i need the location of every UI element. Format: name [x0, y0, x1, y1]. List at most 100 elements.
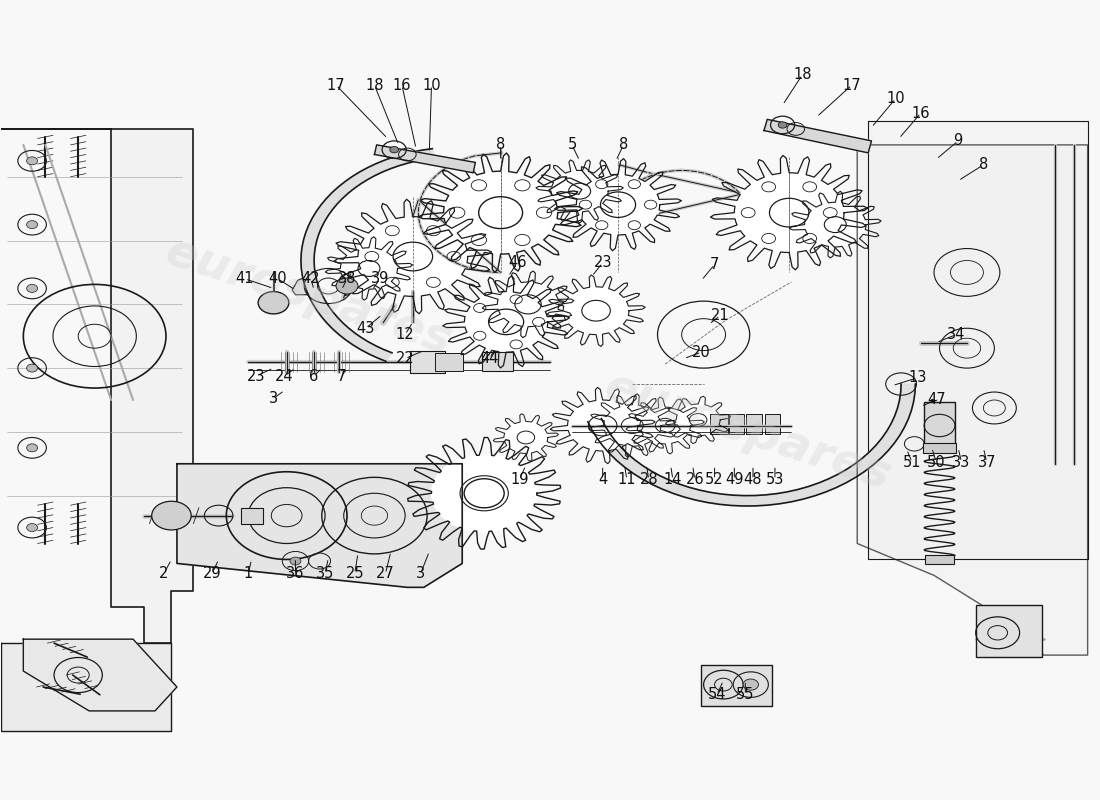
Bar — [925, 554, 954, 564]
Polygon shape — [340, 248, 397, 289]
Polygon shape — [568, 400, 638, 451]
Bar — [923, 443, 956, 453]
Text: 16: 16 — [393, 78, 411, 93]
Text: 17: 17 — [327, 78, 345, 93]
Polygon shape — [443, 171, 558, 254]
Text: 4: 4 — [598, 472, 607, 487]
Circle shape — [26, 221, 37, 229]
Text: 23: 23 — [246, 369, 265, 383]
Text: 1: 1 — [243, 566, 253, 582]
Text: 19: 19 — [510, 472, 528, 487]
Circle shape — [26, 364, 37, 372]
Text: 52: 52 — [705, 472, 724, 487]
Polygon shape — [293, 277, 315, 294]
Circle shape — [26, 523, 37, 531]
Polygon shape — [358, 217, 468, 296]
Polygon shape — [374, 145, 475, 173]
Circle shape — [258, 291, 289, 314]
Polygon shape — [735, 173, 844, 253]
Text: 46: 46 — [508, 255, 526, 270]
Text: 41: 41 — [235, 271, 254, 286]
Text: eurospares: eurospares — [598, 364, 896, 499]
Text: eurospares: eurospares — [160, 229, 458, 364]
Text: 10: 10 — [887, 91, 905, 106]
Bar — [241, 508, 263, 523]
Polygon shape — [804, 202, 866, 247]
Text: 10: 10 — [422, 78, 441, 93]
Text: 54: 54 — [707, 687, 726, 702]
Text: 3: 3 — [416, 566, 425, 582]
Text: 36: 36 — [286, 566, 305, 582]
Text: 2: 2 — [160, 566, 168, 582]
Circle shape — [26, 444, 37, 452]
Bar — [976, 606, 1042, 657]
Polygon shape — [177, 464, 462, 587]
Text: 22: 22 — [396, 351, 415, 366]
Text: 21: 21 — [711, 308, 729, 323]
Text: 55: 55 — [736, 687, 755, 702]
Text: 27: 27 — [376, 566, 395, 582]
Text: 5: 5 — [568, 138, 576, 152]
Text: 13: 13 — [909, 370, 927, 385]
Text: 24: 24 — [275, 369, 294, 383]
Text: 34: 34 — [947, 327, 965, 342]
Text: 51: 51 — [903, 454, 922, 470]
Bar — [924, 402, 955, 450]
Text: 8: 8 — [619, 138, 628, 152]
Polygon shape — [587, 384, 915, 506]
Text: 38: 38 — [338, 271, 356, 286]
Circle shape — [152, 502, 191, 530]
Polygon shape — [464, 291, 548, 352]
Polygon shape — [563, 286, 629, 334]
Text: 44: 44 — [481, 351, 499, 366]
Text: 26: 26 — [685, 472, 704, 487]
Polygon shape — [640, 407, 691, 444]
Text: 39: 39 — [371, 271, 389, 286]
Text: 50: 50 — [927, 454, 946, 470]
Text: 8: 8 — [979, 158, 988, 172]
Text: 40: 40 — [268, 271, 287, 286]
Circle shape — [744, 679, 759, 690]
Polygon shape — [764, 119, 871, 153]
Circle shape — [336, 278, 358, 294]
Text: 25: 25 — [345, 566, 364, 582]
Circle shape — [389, 146, 398, 153]
Text: 12: 12 — [396, 327, 415, 342]
Bar — [766, 414, 780, 434]
Text: 7: 7 — [710, 257, 719, 272]
Polygon shape — [301, 149, 434, 362]
Text: 47: 47 — [927, 393, 946, 407]
Polygon shape — [868, 121, 1088, 559]
Text: 37: 37 — [978, 454, 996, 470]
Text: 3: 3 — [268, 391, 278, 406]
Polygon shape — [1, 129, 194, 643]
Text: 43: 43 — [356, 321, 375, 336]
Bar — [409, 350, 444, 373]
Text: 48: 48 — [744, 472, 762, 487]
Circle shape — [26, 285, 37, 292]
Text: 42: 42 — [301, 271, 320, 286]
Text: 14: 14 — [663, 472, 682, 487]
Polygon shape — [676, 404, 720, 436]
Bar — [711, 414, 728, 434]
Text: 18: 18 — [365, 78, 384, 93]
Text: 18: 18 — [793, 67, 812, 82]
Text: 28: 28 — [639, 472, 658, 487]
Text: 9: 9 — [954, 134, 962, 149]
Bar — [747, 414, 762, 434]
Text: 29: 29 — [202, 566, 221, 582]
Text: 23: 23 — [593, 255, 612, 270]
Text: 53: 53 — [766, 472, 784, 487]
Text: 49: 49 — [725, 472, 744, 487]
Polygon shape — [551, 170, 608, 212]
Text: 11: 11 — [617, 472, 636, 487]
Circle shape — [26, 157, 37, 165]
Polygon shape — [504, 422, 548, 454]
Text: 20: 20 — [692, 345, 711, 360]
Polygon shape — [576, 174, 660, 235]
Text: 6: 6 — [309, 369, 319, 383]
Polygon shape — [23, 639, 177, 711]
Bar — [701, 665, 772, 706]
Polygon shape — [1, 643, 172, 731]
Bar — [436, 353, 463, 370]
